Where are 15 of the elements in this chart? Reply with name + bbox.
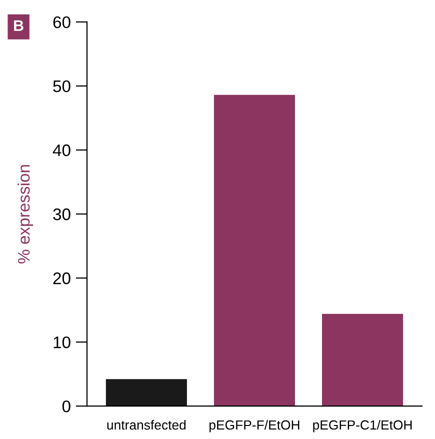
y-tick-label: 10 — [54, 336, 70, 348]
bar — [214, 94, 295, 406]
y-tick-label: 20 — [53, 272, 70, 284]
y-axis-title: % expression — [18, 165, 34, 264]
y-tick-label: 60 — [53, 16, 70, 28]
y-tick-label: 50 — [53, 80, 70, 92]
text: B — [14, 20, 24, 31]
x-tick-label: pEGFP-F/EtOH — [210, 420, 300, 432]
bar — [106, 379, 187, 406]
y-tick-label: 0 — [62, 400, 70, 412]
x-tick-label: pEGFP-C1/EtOH — [313, 420, 412, 432]
x-tick-label: untransfected — [107, 420, 186, 430]
y-tick-label: 30 — [53, 208, 70, 220]
y-tick-label: 40 — [52, 144, 70, 156]
bar — [322, 314, 404, 406]
